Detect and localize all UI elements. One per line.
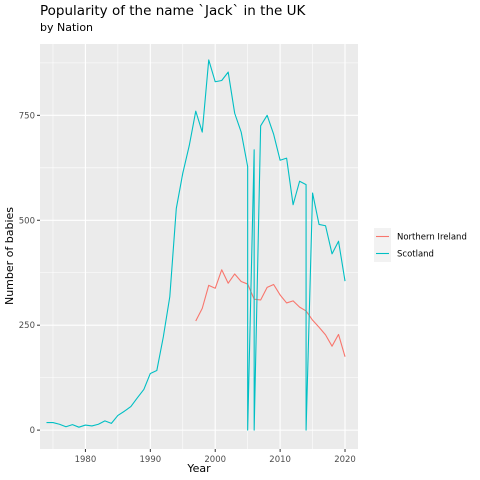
legend-label-scotland: Scotland <box>397 250 434 260</box>
grid-major <box>40 44 358 449</box>
series-line-northern-ireland <box>195 269 346 357</box>
y-axis-title: Number of babies <box>3 207 16 305</box>
legend: Northern Ireland Scotland <box>374 228 467 262</box>
x-tick-label: 2000 <box>204 455 226 465</box>
y-tick-label: 750 <box>19 111 35 121</box>
x-axis: 1980 1990 2000 2010 2020 <box>75 449 356 465</box>
x-tick-label: 1980 <box>75 455 97 465</box>
x-axis-title: Year <box>186 462 211 475</box>
x-tick-label: 2020 <box>334 455 356 465</box>
series-line-scotland <box>46 59 346 431</box>
x-tick-label: 2010 <box>269 455 291 465</box>
x-tick-label: 1990 <box>140 455 162 465</box>
y-axis: 0 250 500 750 <box>19 111 40 436</box>
y-tick-label: 250 <box>19 321 35 331</box>
plot-panel <box>40 44 358 449</box>
chart-title: Popularity of the name `Jack` in the UK <box>40 3 306 19</box>
legend-label-northern-ireland: Northern Ireland <box>397 233 467 243</box>
grid-minor <box>40 44 358 449</box>
chart-subtitle: by Nation <box>40 21 93 34</box>
y-tick-label: 0 <box>30 426 35 436</box>
series-layer <box>46 59 346 431</box>
y-tick-label: 500 <box>19 216 35 226</box>
